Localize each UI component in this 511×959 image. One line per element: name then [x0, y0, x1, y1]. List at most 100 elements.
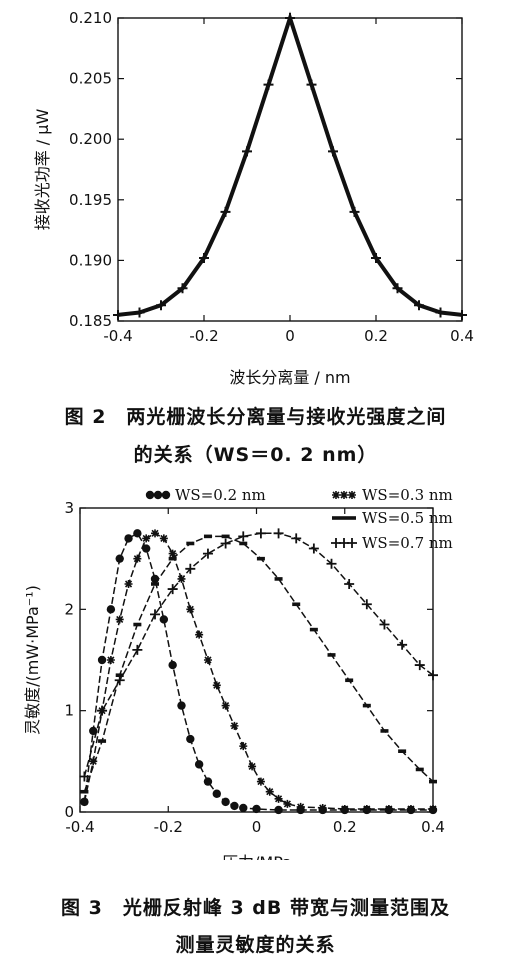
- data-point: [308, 543, 319, 554]
- data-point: [429, 804, 437, 813]
- data-point: [291, 533, 302, 544]
- data-point: [429, 779, 437, 784]
- data-point: [397, 639, 408, 650]
- data-point: [124, 534, 133, 543]
- legend-marker: [340, 516, 348, 520]
- x-tick-label: 0: [252, 818, 262, 836]
- data-point: [242, 146, 252, 157]
- series-line-4: [83, 532, 434, 777]
- data-point: [328, 146, 338, 157]
- data-point: [380, 729, 389, 733]
- y-tick-label: 0: [64, 803, 74, 821]
- data-point: [141, 544, 151, 553]
- legend-label: WS=0.5 nm: [362, 509, 453, 527]
- data-point: [168, 660, 177, 670]
- data-point: [306, 79, 317, 90]
- data-point: [238, 531, 249, 542]
- data-point: [133, 622, 142, 627]
- x-tick-label: -0.4: [65, 818, 94, 836]
- legend-label: WS=0.3 nm: [362, 486, 453, 504]
- data-point: [221, 534, 230, 539]
- data-point: [283, 799, 292, 808]
- figure2-caption-line2: 的关系（WS＝0. 2 nm）: [133, 444, 378, 466]
- data-point: [415, 767, 424, 772]
- legend-label: WS=0.2 nm: [175, 486, 266, 504]
- x-tick-label: 0.4: [421, 818, 445, 836]
- data-point: [274, 794, 283, 803]
- data-point: [379, 619, 390, 630]
- legend-marker: [145, 490, 155, 500]
- data-point: [194, 760, 204, 769]
- data-point: [150, 609, 161, 620]
- x-tick-label: -0.2: [189, 327, 218, 345]
- y-tick-label: 2: [64, 600, 74, 618]
- y-tick-label: 3: [64, 499, 74, 517]
- data-point: [212, 789, 221, 798]
- data-point: [79, 771, 90, 782]
- legend-marker: [161, 490, 171, 500]
- data-point: [428, 670, 438, 681]
- data-point: [97, 655, 107, 665]
- data-point: [252, 804, 261, 814]
- figure3-caption-line2: 测量灵敏度的关系: [175, 934, 336, 956]
- data-point: [414, 300, 424, 311]
- data-point: [318, 803, 327, 812]
- data-point: [274, 577, 283, 581]
- y-tick-label: 1: [64, 702, 74, 720]
- data-point: [256, 777, 265, 786]
- x-tick-label: 0.2: [364, 327, 388, 345]
- data-point: [349, 206, 360, 217]
- data-point: [167, 584, 178, 595]
- y-tick-label: 0.195: [69, 191, 112, 209]
- y-tick-label: 0.190: [69, 251, 112, 269]
- data-point: [203, 534, 212, 539]
- data-point: [255, 528, 266, 539]
- data-point: [80, 789, 89, 794]
- data-point: [185, 563, 196, 574]
- data-point: [156, 300, 166, 311]
- data-point: [142, 534, 151, 543]
- data-point: [239, 803, 248, 813]
- data-point: [239, 541, 248, 546]
- data-point: [362, 804, 371, 813]
- data-point: [221, 797, 230, 807]
- data-point: [309, 627, 318, 632]
- data-point: [132, 644, 143, 655]
- legend-marker: [348, 516, 356, 520]
- data-point: [151, 582, 160, 586]
- data-point: [177, 283, 188, 294]
- data-point: [203, 656, 212, 664]
- series-line-1: [83, 532, 433, 811]
- y-tick-label: 0.210: [69, 9, 112, 27]
- figure3-chart: -0.4 -0.2 0 0.2 0.4 0 1 2 3 压力/MPa 灵敏度/(mW·MPa⁻¹) W…: [23, 486, 453, 860]
- data-point: [392, 283, 403, 294]
- data-point: [256, 556, 265, 561]
- data-point: [457, 309, 467, 320]
- y-axis-label: 接收光功率 / μW: [33, 109, 52, 231]
- data-point: [114, 675, 125, 686]
- data-point: [435, 307, 446, 318]
- x-tick-label: 0.2: [333, 818, 357, 836]
- data-point: [98, 739, 107, 743]
- data-point: [362, 703, 371, 708]
- legend-label: WS=0.7 nm: [362, 534, 453, 552]
- data-point: [115, 554, 124, 563]
- data-point: [221, 701, 230, 710]
- legend-marker: [332, 516, 340, 520]
- data-point: [248, 762, 257, 771]
- data-point: [406, 804, 415, 813]
- data-point: [168, 549, 177, 558]
- x-tick-label: -0.2: [154, 818, 183, 836]
- series-line-2: [83, 532, 433, 810]
- data-point: [159, 615, 169, 624]
- x-axis-label: 压力/MPa: [222, 853, 292, 860]
- data-point: [115, 673, 124, 677]
- y-tick-label: 0.200: [69, 130, 112, 148]
- data-point: [296, 802, 305, 811]
- x-tick-label: -0.4: [103, 327, 132, 345]
- data-point: [326, 558, 337, 569]
- figure2-caption-line1: 图 2 两光栅波长分离量与接收光强度之间: [64, 406, 447, 428]
- data-point: [186, 541, 195, 546]
- x-tick-label: 0.4: [450, 327, 474, 345]
- data-point: [220, 206, 231, 217]
